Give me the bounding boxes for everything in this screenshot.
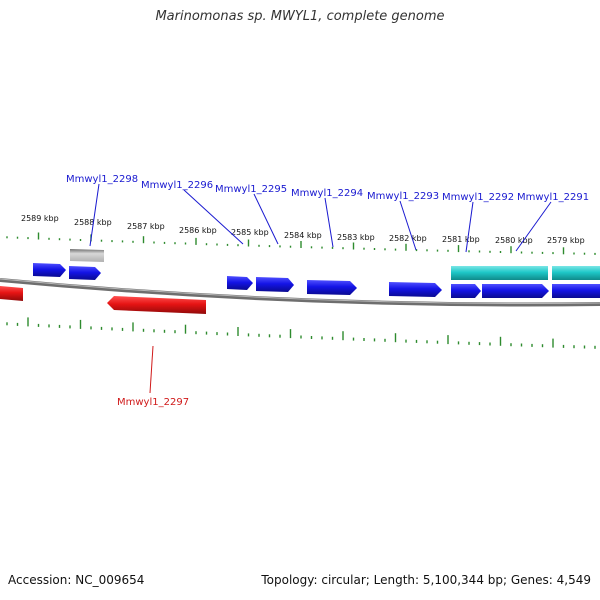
gene-arrow[interactable] — [70, 249, 104, 262]
gene-arrow[interactable] — [227, 276, 253, 290]
scale-label: 2585 kbp — [231, 228, 269, 237]
scale-label: 2584 kbp — [284, 231, 322, 240]
scale-label: 2588 kbp — [74, 218, 112, 227]
gene-arrow[interactable] — [0, 286, 23, 301]
scale-label: 2589 kbp — [21, 214, 59, 223]
gene-label[interactable]: Mmwyl1_2296 — [141, 180, 213, 191]
scale-label: 2582 kbp — [389, 234, 427, 243]
lower-tick-track — [6, 317, 596, 349]
gene-arrow[interactable] — [552, 284, 600, 298]
gene-label[interactable]: Mmwyl1_2293 — [367, 191, 439, 202]
leader-line — [399, 200, 417, 251]
gene-label[interactable]: Mmwyl1_2291 — [517, 192, 589, 203]
gene-label[interactable]: Mmwyl1_2292 — [442, 192, 514, 203]
forward-strand-genes — [33, 249, 600, 298]
genome-summary-text: Topology: circular; Length: 5,100,344 bp… — [261, 573, 591, 587]
map-title: Marinomonas sp. MWYL1, complete genome — [155, 9, 445, 24]
gene-arrow[interactable] — [69, 266, 101, 280]
scale-label: 2583 kbp — [337, 233, 375, 242]
leader-line — [183, 189, 244, 245]
gene-arrow[interactable] — [552, 266, 600, 280]
genome-backbone — [0, 278, 600, 307]
gene-arrow[interactable] — [482, 284, 549, 298]
gene-arrow[interactable] — [107, 296, 206, 314]
gene-arrow[interactable] — [451, 266, 548, 280]
accession-text: Accession: NC_009654 — [8, 573, 145, 587]
scale-label: 2580 kbp — [495, 236, 533, 245]
scale-label: 2587 kbp — [127, 222, 165, 231]
leader-line — [465, 201, 474, 253]
gene-labels: Mmwyl1_2298 Mmwyl1_2296 Mmwyl1_2295 Mmwy… — [66, 174, 589, 408]
reverse-strand-genes — [0, 286, 206, 314]
scale-labels: 2589 kbp 2588 kbp 2587 kbp 2586 kbp 2585… — [21, 214, 585, 245]
leader-line — [149, 345, 154, 394]
gene-label[interactable]: Mmwyl1_2295 — [215, 184, 287, 195]
leader-line — [253, 193, 279, 245]
scale-label: 2586 kbp — [179, 226, 217, 235]
gene-arrow[interactable] — [389, 282, 442, 297]
gene-arrow[interactable] — [256, 277, 294, 292]
gene-label[interactable]: Mmwyl1_2298 — [66, 174, 138, 185]
leader-line — [324, 197, 334, 248]
gene-label[interactable]: Mmwyl1_2294 — [291, 188, 363, 199]
gene-label[interactable]: Mmwyl1_2297 — [117, 397, 189, 408]
leader-lines — [89, 183, 552, 394]
gene-arrow[interactable] — [33, 263, 66, 277]
scale-label: 2581 kbp — [442, 235, 480, 244]
scale-label: 2579 kbp — [547, 236, 585, 245]
gene-arrow[interactable] — [307, 280, 357, 295]
leader-line — [89, 183, 100, 247]
leader-line — [515, 201, 552, 252]
gene-arrow[interactable] — [451, 284, 481, 298]
